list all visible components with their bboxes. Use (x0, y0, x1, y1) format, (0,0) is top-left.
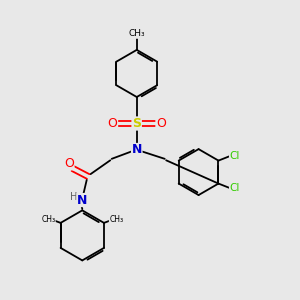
Text: S: S (132, 117, 141, 130)
Text: H: H (70, 192, 77, 202)
Text: CH₃: CH₃ (128, 29, 145, 38)
Text: O: O (156, 117, 166, 130)
Text: N: N (132, 143, 142, 157)
Text: CH₃: CH₃ (41, 215, 55, 224)
Text: CH₃: CH₃ (109, 215, 123, 224)
Text: O: O (108, 117, 118, 130)
Text: Cl: Cl (230, 151, 240, 161)
Text: N: N (77, 194, 88, 207)
Text: Cl: Cl (230, 183, 240, 193)
Text: O: O (64, 157, 74, 170)
